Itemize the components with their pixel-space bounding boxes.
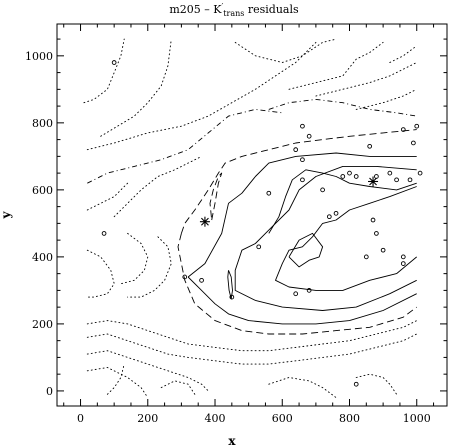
contour-dotted-19: [389, 45, 418, 63]
source-circle-marker: [353, 381, 359, 387]
source-circle-marker: [111, 60, 117, 65]
contour-dotted-24: [86, 249, 115, 298]
title-prime: ′: [221, 2, 223, 11]
contour-solid-6: [187, 276, 417, 325]
source-circle-marker: [347, 170, 352, 176]
y-tick-label: 1000: [25, 50, 53, 63]
source-circle-marker: [306, 133, 312, 139]
source-circle-marker: [306, 288, 312, 293]
contour-dashed-8: [177, 233, 417, 335]
contour-dotted-21: [86, 182, 129, 211]
axis-ticks: [57, 24, 447, 406]
chart-title: m205 – K′trans residuals: [169, 2, 299, 18]
source-circle-marker: [293, 147, 299, 153]
tick-labels: 0 200 400 600 800 1000 0 200 400 600 800 1000: [25, 50, 431, 425]
star-marker: [368, 176, 379, 187]
contour-dotted-20: [113, 155, 203, 218]
source-circle-marker: [326, 214, 332, 220]
y-tick-label: 800: [32, 117, 53, 130]
source-circle-marker: [340, 174, 346, 179]
contour-dotted-14: [86, 41, 317, 151]
source-circle-marker: [229, 294, 235, 300]
y-tick-label: 200: [32, 318, 53, 331]
x-tick-label: 200: [137, 412, 158, 425]
contour-dotted-16: [288, 41, 384, 90]
contour-solid-2: [275, 186, 417, 291]
contour-solid-4: [288, 232, 324, 268]
x-tick-label: 800: [339, 412, 360, 425]
source-circle-marker: [367, 143, 373, 149]
source-circle-marker: [363, 254, 369, 260]
source-circle-marker: [394, 177, 399, 183]
contour-dotted-25: [86, 320, 418, 352]
source-circle-marker: [293, 291, 299, 297]
x-tick-label: 600: [272, 412, 293, 425]
y-tick-label: 400: [32, 251, 53, 264]
source-circle-marker: [300, 123, 305, 129]
source-circle-marker: [199, 277, 204, 283]
contour-solid-3: [268, 169, 417, 234]
contour-dashed-9: [209, 172, 223, 221]
source-circle-marker: [387, 170, 393, 176]
contour-dotted-31: [160, 380, 196, 395]
source-circle-marker: [353, 174, 359, 179]
contour-dashed-7: [180, 129, 417, 234]
source-circle-marker: [256, 244, 262, 250]
source-circle-marker: [333, 210, 339, 216]
marker-points: [101, 60, 423, 387]
x-tick-label: 400: [205, 412, 226, 425]
source-circle-marker: [300, 177, 305, 183]
contour-dotted-26: [86, 333, 418, 365]
source-circle-marker: [411, 140, 416, 146]
contour-dotted-18: [355, 88, 418, 110]
source-circle-marker: [400, 261, 406, 266]
contour-dotted-17: [315, 62, 418, 97]
star-marker: [199, 216, 210, 227]
contour-dotted-23: [120, 232, 149, 285]
contour-solid-1: [234, 165, 417, 311]
contour-dotted-27: [86, 350, 209, 392]
contour-dashdot-11: [268, 98, 417, 117]
x-tick-label: 0: [77, 412, 84, 425]
source-circle-marker: [374, 231, 379, 236]
source-circle-marker: [400, 254, 406, 260]
source-circle-marker: [266, 190, 272, 196]
source-circle-marker: [400, 127, 406, 132]
contour-dotted-22: [127, 236, 172, 298]
contour-solid-0: [187, 152, 417, 278]
x-axis-label: x: [228, 434, 236, 447]
title-subscript: trans: [223, 9, 244, 18]
source-circle-marker: [414, 123, 420, 129]
y-tick-label: 600: [32, 184, 53, 197]
contour-dotted-30: [355, 373, 398, 395]
y-tick-label: 0: [46, 385, 53, 398]
x-tick-label: 1000: [403, 412, 431, 425]
source-circle-marker: [407, 177, 413, 183]
source-circle-marker: [101, 231, 107, 236]
contour-solid-5: [227, 270, 233, 300]
plot-frame: [56, 23, 448, 407]
contour-dotted-29: [268, 377, 337, 399]
source-circle-marker: [320, 187, 325, 193]
source-circle-marker: [300, 157, 305, 163]
source-circle-marker: [182, 274, 188, 280]
contour-dotted-12: [83, 38, 125, 104]
contour-dashdot-10: [87, 108, 283, 184]
contour-dotted-13: [100, 38, 172, 137]
contour-dotted-32: [106, 363, 125, 395]
source-circle-marker: [370, 217, 376, 223]
source-circle-marker: [417, 170, 423, 176]
y-axis-label: y: [0, 210, 13, 219]
contour-dotted-15: [234, 38, 337, 63]
source-circle-marker: [380, 247, 386, 253]
contour-lines: [83, 38, 418, 399]
contour-dotted-28: [86, 367, 149, 399]
